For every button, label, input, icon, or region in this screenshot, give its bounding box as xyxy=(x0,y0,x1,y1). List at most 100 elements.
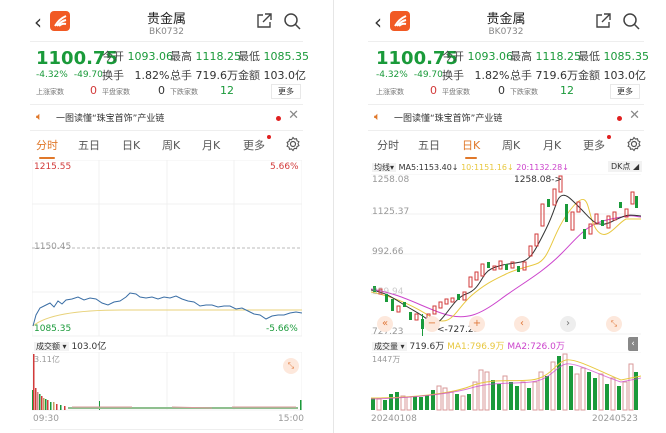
close-icon[interactable]: ✕ xyxy=(288,108,299,123)
ma-selector[interactable]: 均线▾ xyxy=(372,163,397,172)
down-count-label: 下跌家数 xyxy=(510,88,538,96)
x-axis-end: 15:00 xyxy=(278,414,304,424)
search-icon[interactable] xyxy=(283,12,301,30)
speaker-icon: 🔈︎ xyxy=(36,110,43,123)
ma-legend: 均线▾ MA5:1153.40↓ 10:1151.16↓ 20:1132.28↓ xyxy=(372,162,569,173)
gear-icon[interactable] xyxy=(285,136,301,152)
search-icon[interactable] xyxy=(622,12,640,30)
amount-field: 金额 103.0亿 xyxy=(578,69,646,82)
news-banner[interactable]: 🔈︎ 一图读懂“珠宝首饰”产业链 ✕ xyxy=(30,108,303,128)
y-axis-label: 1125.37 xyxy=(372,207,410,217)
volume-axis-max: 3.11亿 xyxy=(34,355,60,364)
change-abs: -49.70 xyxy=(73,70,103,80)
vol-ma2: MA2:726.0万 xyxy=(507,342,565,352)
fast-rewind-button[interactable]: « xyxy=(377,316,393,332)
low-marker: <-727.23 xyxy=(437,325,480,335)
y-axis-label: 859.94 xyxy=(372,287,404,297)
y-axis-label: 992.66 xyxy=(372,247,404,257)
tab-five-day[interactable]: 五日 xyxy=(78,139,100,152)
top-bar: ‹ 贵金属 BK0732 xyxy=(370,6,642,42)
tab-monthly-k[interactable]: 月K xyxy=(202,139,221,152)
chart-tabs: 分时 五日 日K 周K 月K 更多 xyxy=(368,134,644,159)
volume-header: 成交量 ▾ 719.6万 MA1:796.9万 MA2:726.0万 xyxy=(372,339,565,352)
top-bar: ‹ 贵金属 BK0732 xyxy=(30,6,303,42)
gear-icon[interactable] xyxy=(626,136,642,152)
tab-intraday[interactable]: 分时 xyxy=(377,139,399,152)
last-price: 1100.75 xyxy=(36,48,118,69)
pct-axis-min: -5.66% xyxy=(266,324,298,334)
tab-five-day[interactable]: 五日 xyxy=(418,139,440,152)
divider xyxy=(368,41,644,42)
daily-k-panel: ‹ 贵金属 BK0732 1100.75 -4.32% -49.70 今开 109… xyxy=(333,0,666,433)
high-field: 最高 1118.25 xyxy=(170,50,241,63)
tab-intraday[interactable]: 分时 xyxy=(36,139,58,159)
expand-icon[interactable]: ⤡ xyxy=(283,358,299,374)
banner-text[interactable]: 一图读懂“珠宝首饰”产业链 xyxy=(394,114,503,124)
share-icon[interactable] xyxy=(594,12,612,30)
x-axis-start: 20240108 xyxy=(371,414,417,424)
dk-point-button[interactable]: DK点 ◢ xyxy=(608,161,643,172)
tab-monthly-k[interactable]: 月K xyxy=(543,139,562,152)
back-button[interactable]: ‹ xyxy=(34,10,42,34)
app-logo-icon xyxy=(50,11,70,31)
zoom-in-button[interactable]: + xyxy=(469,316,485,332)
app-logo-icon xyxy=(390,11,410,31)
tab-daily-k[interactable]: 日K xyxy=(122,139,141,152)
change-abs: -49.70 xyxy=(413,70,443,80)
volume-header: 成交额 ▾ 103.0亿 xyxy=(34,339,106,352)
ma10-value: 10:1151.16↓ xyxy=(461,163,514,172)
tab-more[interactable]: 更多 xyxy=(243,135,271,153)
banner-text[interactable]: 一图读懂“珠宝首饰”产业链 xyxy=(56,114,165,124)
notification-dot xyxy=(607,135,611,139)
flat-count: 0 xyxy=(498,84,505,97)
price-change: -4.32% -49.70 xyxy=(36,70,103,80)
speaker-icon: 🔈︎ xyxy=(374,110,381,123)
intraday-price-chart[interactable] xyxy=(32,160,302,340)
y-axis-prev-close: 1150.45 xyxy=(34,242,72,252)
volume-metric-selector[interactable]: 成交量 ▾ xyxy=(372,342,407,351)
news-banner[interactable]: 🔈︎ 一图读懂“珠宝首饰”产业链 ✕ xyxy=(368,108,644,128)
page-title: 贵金属 xyxy=(146,12,186,27)
x-axis-start: 09:30 xyxy=(33,414,59,424)
high-field: 最高 1118.25 xyxy=(510,50,581,63)
ma5-value: MA5:1153.40↓ xyxy=(398,163,459,172)
back-button[interactable]: ‹ xyxy=(374,10,382,34)
amount-field: 金额 103.0亿 xyxy=(238,69,306,82)
flat-count: 0 xyxy=(158,84,165,97)
volume-field: 总手 719.6万 xyxy=(510,69,578,82)
scroll-left-button[interactable]: ‹ xyxy=(514,316,530,332)
high-marker: 1258.08-> xyxy=(514,175,563,185)
notification-dot xyxy=(617,116,622,121)
tab-weekly-k[interactable]: 周K xyxy=(502,139,521,152)
daily-kline-chart[interactable] xyxy=(371,174,641,336)
close-icon[interactable]: ✕ xyxy=(629,108,640,123)
more-button[interactable]: 更多 xyxy=(610,84,640,99)
open-field: 今开 1093.06 xyxy=(442,50,513,63)
notification-dot xyxy=(276,116,281,121)
tab-daily-k[interactable]: 日K xyxy=(462,139,481,159)
scroll-right-button[interactable]: › xyxy=(560,316,576,332)
ma20-value: 20:1132.28↓ xyxy=(516,163,569,172)
intraday-volume-chart[interactable] xyxy=(32,352,302,412)
volume-today: 719.6万 xyxy=(409,342,445,352)
tab-more[interactable]: 更多 xyxy=(583,135,611,153)
tab-weekly-k[interactable]: 周K xyxy=(162,139,181,152)
turnover-field: 换手 1.82% xyxy=(442,69,510,82)
share-icon[interactable] xyxy=(255,12,273,30)
up-count-label: 上涨家数 xyxy=(376,88,404,96)
zoom-out-button[interactable]: − xyxy=(424,316,440,332)
turnover-field: 换手 1.82% xyxy=(102,69,170,82)
divider xyxy=(30,429,303,430)
notification-dot xyxy=(267,135,271,139)
collapse-panel-button[interactable]: ‹ xyxy=(628,337,638,351)
volume-axis-max: 1447万 xyxy=(372,355,401,364)
volume-metric-selector[interactable]: 成交额 ▾ xyxy=(34,342,69,351)
y-axis-min: 1085.35 xyxy=(34,324,72,334)
daily-volume-chart[interactable] xyxy=(371,352,641,412)
down-count: 12 xyxy=(560,84,574,97)
down-count: 12 xyxy=(220,84,234,97)
up-count: 0 xyxy=(430,84,437,97)
expand-icon[interactable]: ⤡ xyxy=(606,316,622,332)
sector-code: BK0732 xyxy=(149,27,184,37)
more-button[interactable]: 更多 xyxy=(271,84,301,99)
